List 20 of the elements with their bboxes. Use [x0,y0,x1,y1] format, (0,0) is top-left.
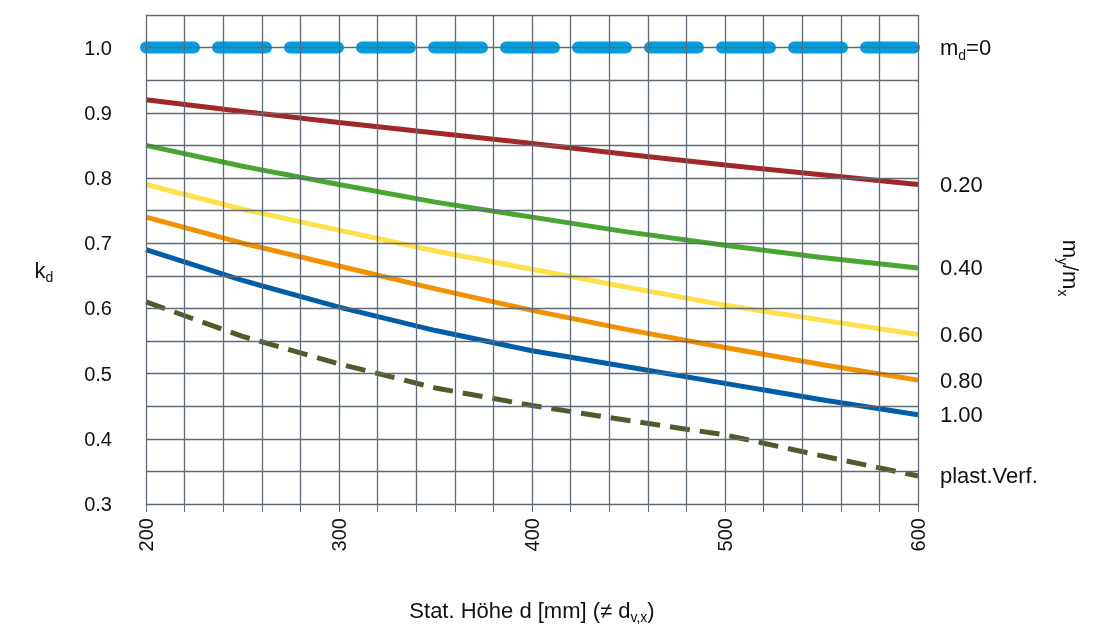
series-label: 0.80 [940,367,983,393]
y-tick-label: 0.8 [84,167,112,189]
x-tick-label: 500 [714,518,736,552]
y-tick-label: 0.6 [84,297,112,320]
x-tick-label: 400 [521,518,543,552]
series-label: 0.20 [940,172,983,198]
y-tick-label: 0.5 [84,362,112,385]
text: my/mx [1055,239,1083,297]
y-tick-label: 1.0 [84,36,112,59]
x-tick-label: 200 [135,518,157,552]
series-label: plast.Verf. [940,463,1038,489]
y-tick-label: 0.9 [84,101,112,124]
series-label: 1.00 [940,402,983,428]
series-label: 0.40 [940,255,983,281]
y-tick-label: 0.3 [84,493,112,515]
x-tick-label: 600 [907,518,929,552]
x-tick-label: 300 [328,518,350,552]
series-label: 0.60 [940,321,983,347]
y-tick-label: 0.7 [84,232,112,255]
y-tick-label: 0.4 [84,427,112,450]
